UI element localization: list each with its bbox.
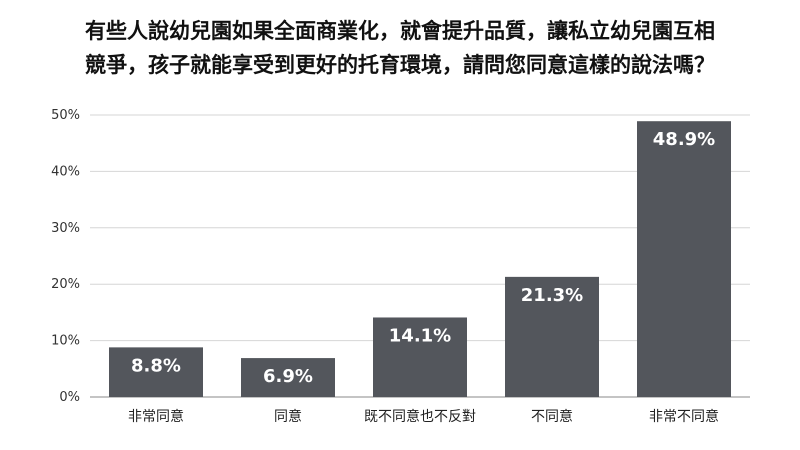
chart-title-line-1: 有些人說幼兒園如果全面商業化，就會提升品質，讓私立幼兒園互相 (85, 19, 715, 43)
data-label: 48.9% (653, 129, 715, 150)
x-tick-label: 既不同意也不反對 (364, 408, 476, 425)
x-tick-label: 同意 (274, 408, 302, 425)
bar (637, 121, 731, 397)
y-axis-ticks: 0% 10% 20% 30% 40% 50% (51, 108, 80, 405)
bar (373, 317, 467, 397)
bar (109, 347, 203, 397)
data-labels: 8.8% 6.9% 14.1% 21.3% 48.9% (131, 129, 715, 387)
y-tick-label: 0% (59, 390, 80, 405)
y-tick-label: 40% (51, 164, 80, 179)
y-tick-label: 10% (51, 334, 80, 349)
data-label: 6.9% (263, 366, 313, 387)
x-tick-label: 不同意 (531, 408, 573, 425)
x-tick-label: 非常不同意 (649, 408, 719, 425)
x-axis-labels: 非常同意 同意 既不同意也不反對 不同意 非常不同意 (128, 408, 719, 425)
y-tick-label: 30% (51, 221, 80, 236)
chart-title-line-2: 競爭，孩子就能享受到更好的托育環境，請問您同意這樣的說法嗎？ (85, 53, 715, 77)
y-tick-label: 20% (51, 277, 80, 292)
data-label: 14.1% (389, 325, 451, 346)
x-tick-label: 非常同意 (128, 408, 184, 425)
data-label: 21.3% (521, 285, 583, 306)
y-tick-label: 50% (51, 108, 80, 123)
bar (505, 276, 599, 397)
bar (241, 358, 335, 397)
chart-title: 有些人說幼兒園如果全面商業化，就會提升品質，讓私立幼兒園互相 競爭，孩子就能享受… (0, 14, 800, 82)
bars (109, 121, 731, 397)
data-label: 8.8% (131, 355, 181, 376)
